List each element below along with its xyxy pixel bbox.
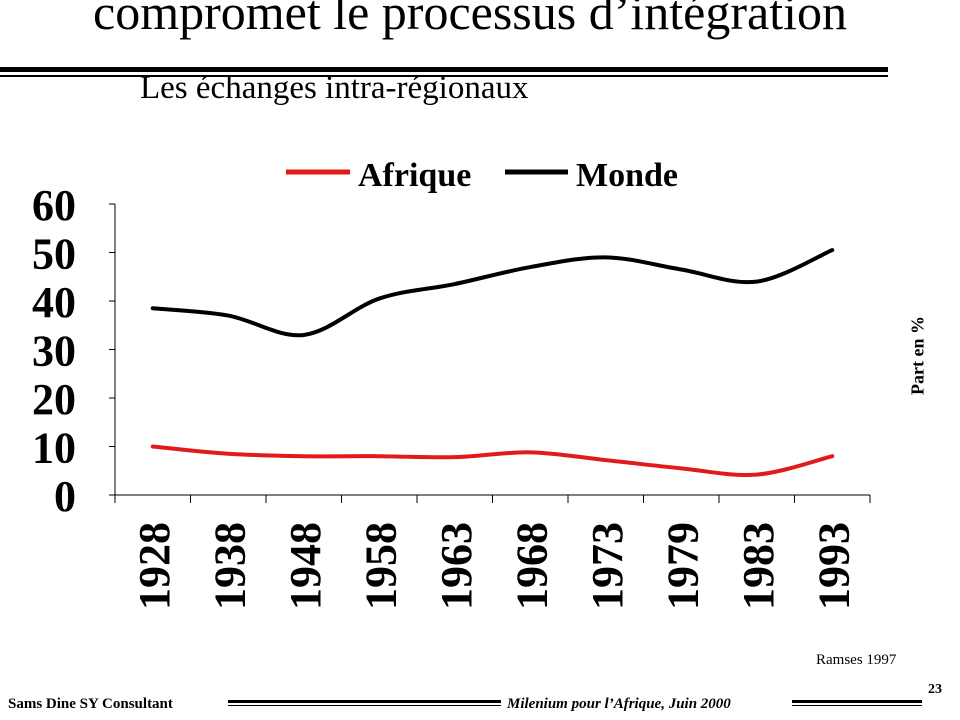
title-rule-thin: [0, 75, 888, 77]
footer-rule-left-thin: [228, 705, 501, 706]
x-tick-label: 1948: [281, 522, 330, 610]
footer-rule-right-thick: [792, 700, 922, 703]
chart-legend: Afrique Monde: [286, 157, 678, 194]
x-tick-label: 1963: [432, 522, 481, 610]
series-line-monde: [150, 248, 835, 338]
source-note: Ramses 1997: [816, 652, 897, 668]
y-tick-label: 60: [32, 181, 76, 230]
footer-rule-right-thin: [792, 705, 922, 706]
footer-event: Milenium pour l’Afrique, Juin 2000: [507, 696, 731, 712]
y-axis-label: Part en %: [907, 316, 928, 395]
y-tick-label: 20: [32, 375, 76, 424]
y-tick-label: 10: [32, 424, 76, 473]
x-tick-label: 1958: [356, 522, 405, 610]
y-tick-label: 0: [54, 472, 76, 521]
x-tick-label: 1993: [809, 522, 858, 610]
slide-title: compromet le processus d’intégration: [93, 0, 847, 40]
footer-rule-left-thick: [228, 700, 501, 703]
chart-subtitle: Les échanges intra-régionaux: [140, 70, 529, 106]
legend-label: Afrique: [358, 157, 471, 194]
chart-series: [150, 248, 835, 478]
x-tick-label: 1968: [507, 522, 556, 610]
y-tick-label: 30: [32, 327, 76, 376]
x-tick-label: 1979: [658, 522, 707, 610]
series-line-afrique: [150, 444, 835, 478]
title-rule-thick: [0, 67, 888, 72]
x-tick-label: 1983: [734, 522, 783, 610]
legend-label: Monde: [576, 157, 678, 194]
x-tick-label: 1938: [205, 522, 254, 610]
x-tick-label: 1973: [583, 522, 632, 610]
y-tick-label: 40: [32, 278, 76, 327]
footer-author: Sams Dine SY Consultant: [8, 696, 173, 712]
page-number: 23: [928, 682, 942, 697]
y-tick-label: 50: [32, 230, 76, 279]
x-tick-label: 1928: [130, 522, 179, 610]
